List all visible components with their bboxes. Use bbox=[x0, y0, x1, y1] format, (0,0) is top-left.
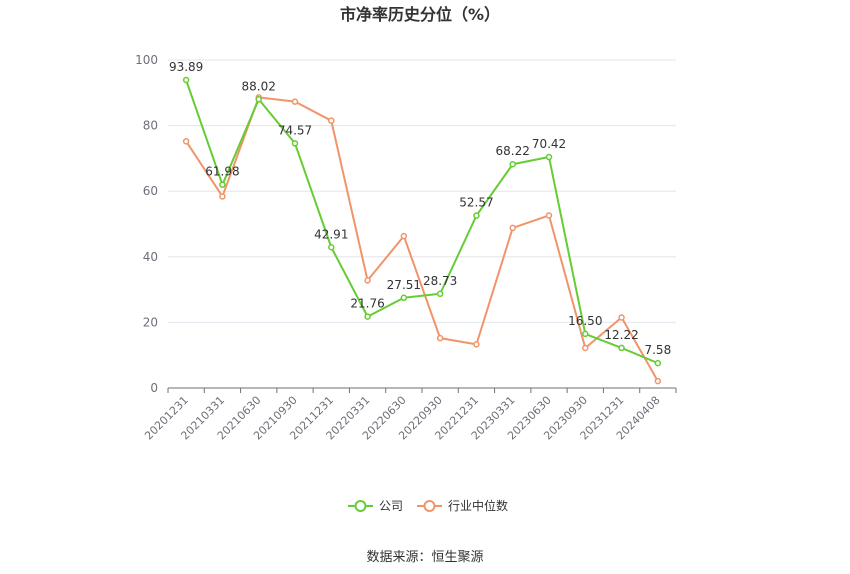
data-point bbox=[436, 290, 444, 298]
y-tick-label: 100 bbox=[135, 53, 158, 67]
series-layer bbox=[182, 76, 662, 385]
data-label: 74.57 bbox=[278, 123, 312, 137]
source-note: 数据来源：恒生聚源 bbox=[366, 550, 483, 565]
data-label: 52.57 bbox=[459, 196, 493, 210]
data-point bbox=[291, 140, 299, 147]
data-label: 12.22 bbox=[604, 328, 638, 342]
y-tick-label: 60 bbox=[143, 184, 158, 198]
legend-item[interactable]: 公司 bbox=[348, 499, 403, 513]
data-point bbox=[473, 212, 480, 219]
legend-item[interactable]: 行业中位数 bbox=[417, 498, 508, 513]
data-label: 93.89 bbox=[169, 60, 203, 74]
x-axis: 2020123120210331202106302021093020211231… bbox=[142, 387, 677, 442]
data-point bbox=[582, 344, 589, 352]
data-label: 42.91 bbox=[314, 227, 348, 241]
data-point bbox=[582, 330, 589, 338]
data-point bbox=[400, 294, 408, 302]
data-point bbox=[182, 138, 190, 145]
data-label: 16.50 bbox=[568, 314, 602, 328]
data-point bbox=[219, 181, 226, 188]
data-label: 7.58 bbox=[644, 343, 671, 357]
data-point bbox=[291, 98, 299, 105]
data-point bbox=[509, 160, 516, 168]
data-point bbox=[618, 314, 625, 321]
data-point bbox=[328, 244, 335, 251]
legend[interactable]: 公司 行业中位数 bbox=[348, 498, 508, 513]
data-point bbox=[509, 224, 516, 232]
y-tick-label: 20 bbox=[143, 315, 158, 329]
data-point bbox=[255, 96, 262, 103]
data-label: 68.22 bbox=[496, 144, 530, 158]
chart-title: 市净率历史分位（%） bbox=[340, 5, 500, 24]
y-tick-label: 0 bbox=[150, 381, 158, 395]
data-label: 61.98 bbox=[205, 165, 239, 179]
data-label: 27.51 bbox=[387, 278, 421, 292]
data-point bbox=[328, 117, 335, 124]
data-point bbox=[364, 313, 371, 320]
data-point bbox=[654, 377, 662, 385]
y-axis: 0 20 40 60 80 100 bbox=[135, 53, 158, 395]
grid-lines bbox=[168, 59, 676, 323]
legend-marker bbox=[354, 500, 367, 512]
data-point bbox=[219, 193, 226, 200]
data-point bbox=[182, 76, 190, 84]
data-point bbox=[473, 341, 480, 348]
series-line-公司 bbox=[185, 79, 659, 365]
data-point bbox=[545, 153, 553, 161]
y-tick-label: 80 bbox=[143, 119, 158, 133]
data-point bbox=[545, 212, 553, 219]
legend-label: 公司 bbox=[379, 499, 403, 513]
legend-label: 行业中位数 bbox=[448, 498, 508, 513]
data-point bbox=[436, 334, 444, 342]
legend-marker bbox=[423, 500, 436, 512]
y-tick-label: 40 bbox=[143, 250, 158, 264]
data-label: 21.76 bbox=[350, 297, 384, 311]
data-label: 70.42 bbox=[532, 137, 566, 151]
data-point bbox=[654, 359, 662, 367]
data-label: 28.73 bbox=[423, 274, 457, 288]
data-point bbox=[618, 344, 625, 352]
series-line-行业中位数 bbox=[185, 96, 659, 382]
data-point bbox=[400, 232, 408, 240]
data-label: 88.02 bbox=[242, 79, 276, 93]
data-point bbox=[364, 277, 371, 284]
